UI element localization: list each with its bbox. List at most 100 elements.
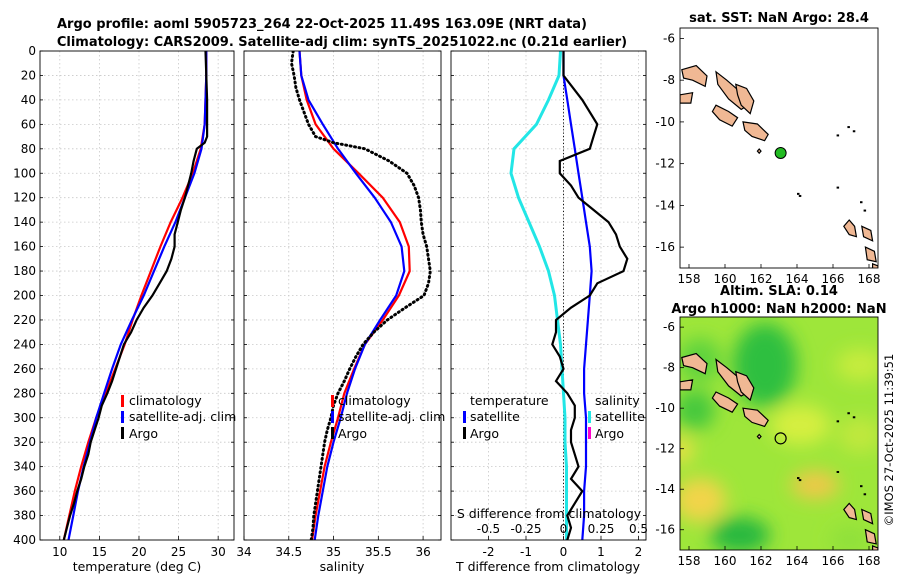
salinity-argo-line bbox=[289, 51, 432, 540]
depth-tick-label: 240 bbox=[13, 337, 36, 351]
temperature-satellite-line bbox=[67, 51, 208, 540]
x-tick-label: 35.5 bbox=[365, 545, 392, 559]
depth-tick-label: 380 bbox=[13, 509, 36, 523]
x-tick-label: 15 bbox=[92, 545, 107, 559]
sla-heatmap bbox=[680, 317, 878, 550]
sst-map-title: sat. SST: NaN Argo: 28.4 bbox=[689, 11, 869, 26]
island bbox=[843, 502, 858, 521]
lon-tick-label: 162 bbox=[750, 554, 773, 568]
lat-tick-label: -12 bbox=[655, 442, 675, 456]
island bbox=[861, 508, 874, 525]
legend-s-argo: Argo bbox=[595, 426, 624, 441]
islet bbox=[836, 470, 840, 473]
depth-tick-label: 100 bbox=[13, 166, 36, 180]
island bbox=[681, 352, 708, 375]
legend-salinity-title: salinity bbox=[595, 393, 640, 408]
depth-tick-label: 260 bbox=[13, 362, 36, 376]
legend-temperature-title: temperature bbox=[470, 393, 549, 408]
title-line-2: Climatology: CARS2009. Satellite-adj cli… bbox=[57, 35, 627, 50]
depth-tick-label: 140 bbox=[13, 215, 36, 229]
temperature-argo-line bbox=[62, 51, 209, 540]
sla-map-title-1: Altim. SLA: 0.14 bbox=[720, 284, 838, 299]
x-tick-label: 10 bbox=[52, 545, 67, 559]
argo-position-marker bbox=[774, 432, 787, 445]
x-tick-label: -2 bbox=[483, 545, 495, 559]
salinity-difference-line bbox=[509, 51, 568, 540]
depth-axis: 0 20 40 60 80 100 120 140 160 180 200 220 240 260 280 3… bbox=[13, 44, 36, 547]
salinity-xlabel: salinity bbox=[320, 559, 365, 574]
x-tick-label: 2 bbox=[635, 545, 643, 559]
lon-tick-label: 164 bbox=[786, 554, 809, 568]
legend-argo: Argo bbox=[338, 426, 367, 441]
depth-tick-label: 340 bbox=[13, 460, 36, 474]
argo-position-marker bbox=[774, 147, 787, 160]
depth-tick-label: 400 bbox=[13, 533, 36, 547]
lat-tick-label: -6 bbox=[663, 320, 675, 334]
difference-xlabel: T difference from climatology bbox=[455, 559, 641, 574]
lat-tick-label: -16 bbox=[655, 523, 675, 537]
island bbox=[861, 225, 874, 242]
depth-tick-label: 320 bbox=[13, 435, 36, 449]
depth-tick-label: 40 bbox=[21, 93, 36, 107]
depth-tick-label: 60 bbox=[21, 117, 36, 131]
islet bbox=[797, 477, 800, 480]
x-tick-label: 0 bbox=[560, 545, 568, 559]
lon-tick-label: 168 bbox=[858, 554, 881, 568]
legend-t-argo: Argo bbox=[470, 426, 499, 441]
depth-tick-label: 120 bbox=[13, 191, 36, 205]
island bbox=[756, 433, 762, 440]
islet bbox=[836, 186, 840, 189]
salinity-satellite-line bbox=[298, 51, 406, 540]
island bbox=[681, 64, 708, 88]
temperature-xlabel: temperature (deg C) bbox=[73, 559, 202, 574]
legend-satellite: satellite-adj. clim bbox=[129, 409, 236, 424]
salinity-climatology-line bbox=[298, 51, 411, 540]
temperature-legend: climatology satellite-adj. clim Argo bbox=[121, 393, 236, 441]
lon-tick-label: 164 bbox=[786, 272, 809, 286]
depth-tick-label: 280 bbox=[13, 386, 36, 400]
island bbox=[742, 407, 769, 428]
temperature-difference-legend: temperature satellite Argo bbox=[463, 393, 549, 441]
lat-tick-label: -12 bbox=[655, 157, 675, 171]
depth-tick-label: 20 bbox=[21, 68, 36, 82]
lon-tick-label: 160 bbox=[714, 272, 737, 286]
sla-map: Altim. SLA: 0.14 Argo h1000: NaN h2000: … bbox=[655, 284, 886, 568]
island bbox=[864, 246, 877, 263]
coastline bbox=[680, 64, 878, 268]
x-tick-label: 20 bbox=[131, 545, 146, 559]
difference-panel: -2 -1 0 1 2 T difference from climatology S … bbox=[450, 50, 648, 574]
depth-tick-label: 160 bbox=[13, 240, 36, 254]
legend-s-satellite: satellite bbox=[595, 409, 645, 424]
lon-tick-label: 160 bbox=[714, 554, 737, 568]
difference-xlabel-2: S difference from climatology bbox=[457, 506, 642, 521]
depth-tick-label: 80 bbox=[21, 142, 36, 156]
x-tick-label: -1 bbox=[520, 545, 532, 559]
island bbox=[742, 121, 769, 142]
island bbox=[711, 391, 739, 413]
islet bbox=[836, 134, 840, 137]
temperature-panel: 10 15 20 25 30 temperature (deg C) climatolo… bbox=[39, 50, 236, 574]
islet bbox=[797, 192, 800, 195]
islet bbox=[863, 493, 867, 496]
island bbox=[680, 379, 694, 391]
lon-tick-label: 158 bbox=[678, 272, 701, 286]
lat-tick-label: -14 bbox=[655, 198, 675, 212]
islet bbox=[863, 209, 867, 212]
islet bbox=[847, 126, 850, 129]
lon-tick-label: 158 bbox=[678, 554, 701, 568]
x2-tick-label: 0.25 bbox=[588, 522, 615, 536]
depth-tick-label: 200 bbox=[13, 289, 36, 303]
island bbox=[871, 262, 878, 268]
x-tick-label: 25 bbox=[171, 545, 186, 559]
title-line-1: Argo profile: aoml 5905723_264 22-Oct-20… bbox=[57, 17, 587, 32]
x-tick-label: 30 bbox=[211, 545, 226, 559]
lat-tick-label: -8 bbox=[663, 361, 675, 375]
lon-tick-label: 162 bbox=[750, 272, 773, 286]
x-tick-label: 34 bbox=[236, 545, 251, 559]
island bbox=[843, 219, 858, 238]
x2-tick-label: 0.5 bbox=[629, 522, 648, 536]
legend-climatology: climatology bbox=[338, 393, 411, 408]
salinity-legend: climatology satellite-adj. clim Argo bbox=[331, 393, 445, 441]
lon-tick-label: 166 bbox=[822, 554, 845, 568]
